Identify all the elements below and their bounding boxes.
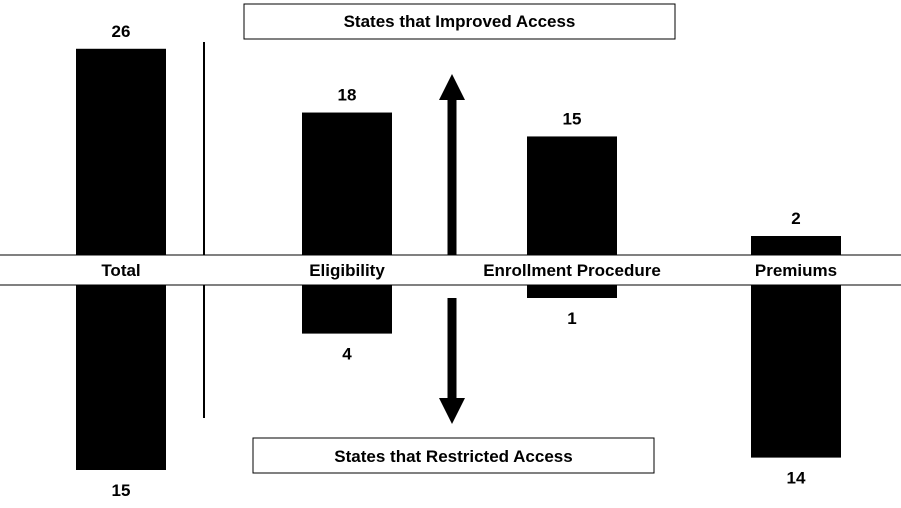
category-label-enrollment-procedure: Enrollment Procedure [483,261,661,280]
category-label-total: Total [101,261,140,280]
up-arrow-icon [439,74,465,256]
value-label-improved-total: 26 [112,22,131,41]
category-labels-group: Total Eligibility Enrollment Procedure Prem… [101,261,837,280]
bar-restricted-enrollment-procedure [527,283,617,298]
restricted-access-box: States that Restricted Access [252,437,655,474]
bars-group: 26 15 18 4 15 1 2 14 [76,22,841,500]
baseline-band [0,254,901,286]
value-label-restricted-total: 15 [112,481,131,500]
value-label-improved-premiums: 2 [791,209,800,228]
value-label-restricted-eligibility: 4 [342,345,352,364]
value-label-improved-eligibility: 18 [338,86,357,105]
category-label-premiums: Premiums [755,261,837,280]
improved-access-label: States that Improved Access [344,12,576,31]
bar-improved-eligibility [302,112,392,257]
improved-access-box: States that Improved Access [243,3,676,40]
category-label-eligibility: Eligibility [309,261,385,280]
value-label-restricted-premiums: 14 [787,469,806,488]
restricted-access-label: States that Restricted Access [334,447,572,466]
down-arrow-icon [439,298,465,424]
bar-restricted-eligibility [302,283,392,334]
bar-restricted-premiums [751,283,841,458]
value-label-restricted-enrollment-procedure: 1 [567,309,576,328]
bar-improved-total [76,48,166,257]
bar-restricted-total [76,283,166,470]
bar-improved-enrollment-procedure [527,136,617,257]
bar-improved-premiums [751,236,841,257]
value-label-improved-enrollment-procedure: 15 [563,109,582,128]
